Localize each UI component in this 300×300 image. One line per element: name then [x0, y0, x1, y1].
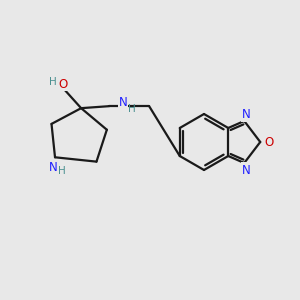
Text: N: N [242, 164, 250, 176]
Text: H: H [58, 166, 66, 176]
Text: N: N [49, 161, 57, 174]
Text: N: N [242, 107, 250, 121]
Text: H: H [49, 77, 57, 87]
Text: O: O [265, 136, 274, 148]
Text: H: H [128, 104, 136, 114]
Text: O: O [58, 78, 68, 91]
Text: N: N [119, 96, 128, 109]
